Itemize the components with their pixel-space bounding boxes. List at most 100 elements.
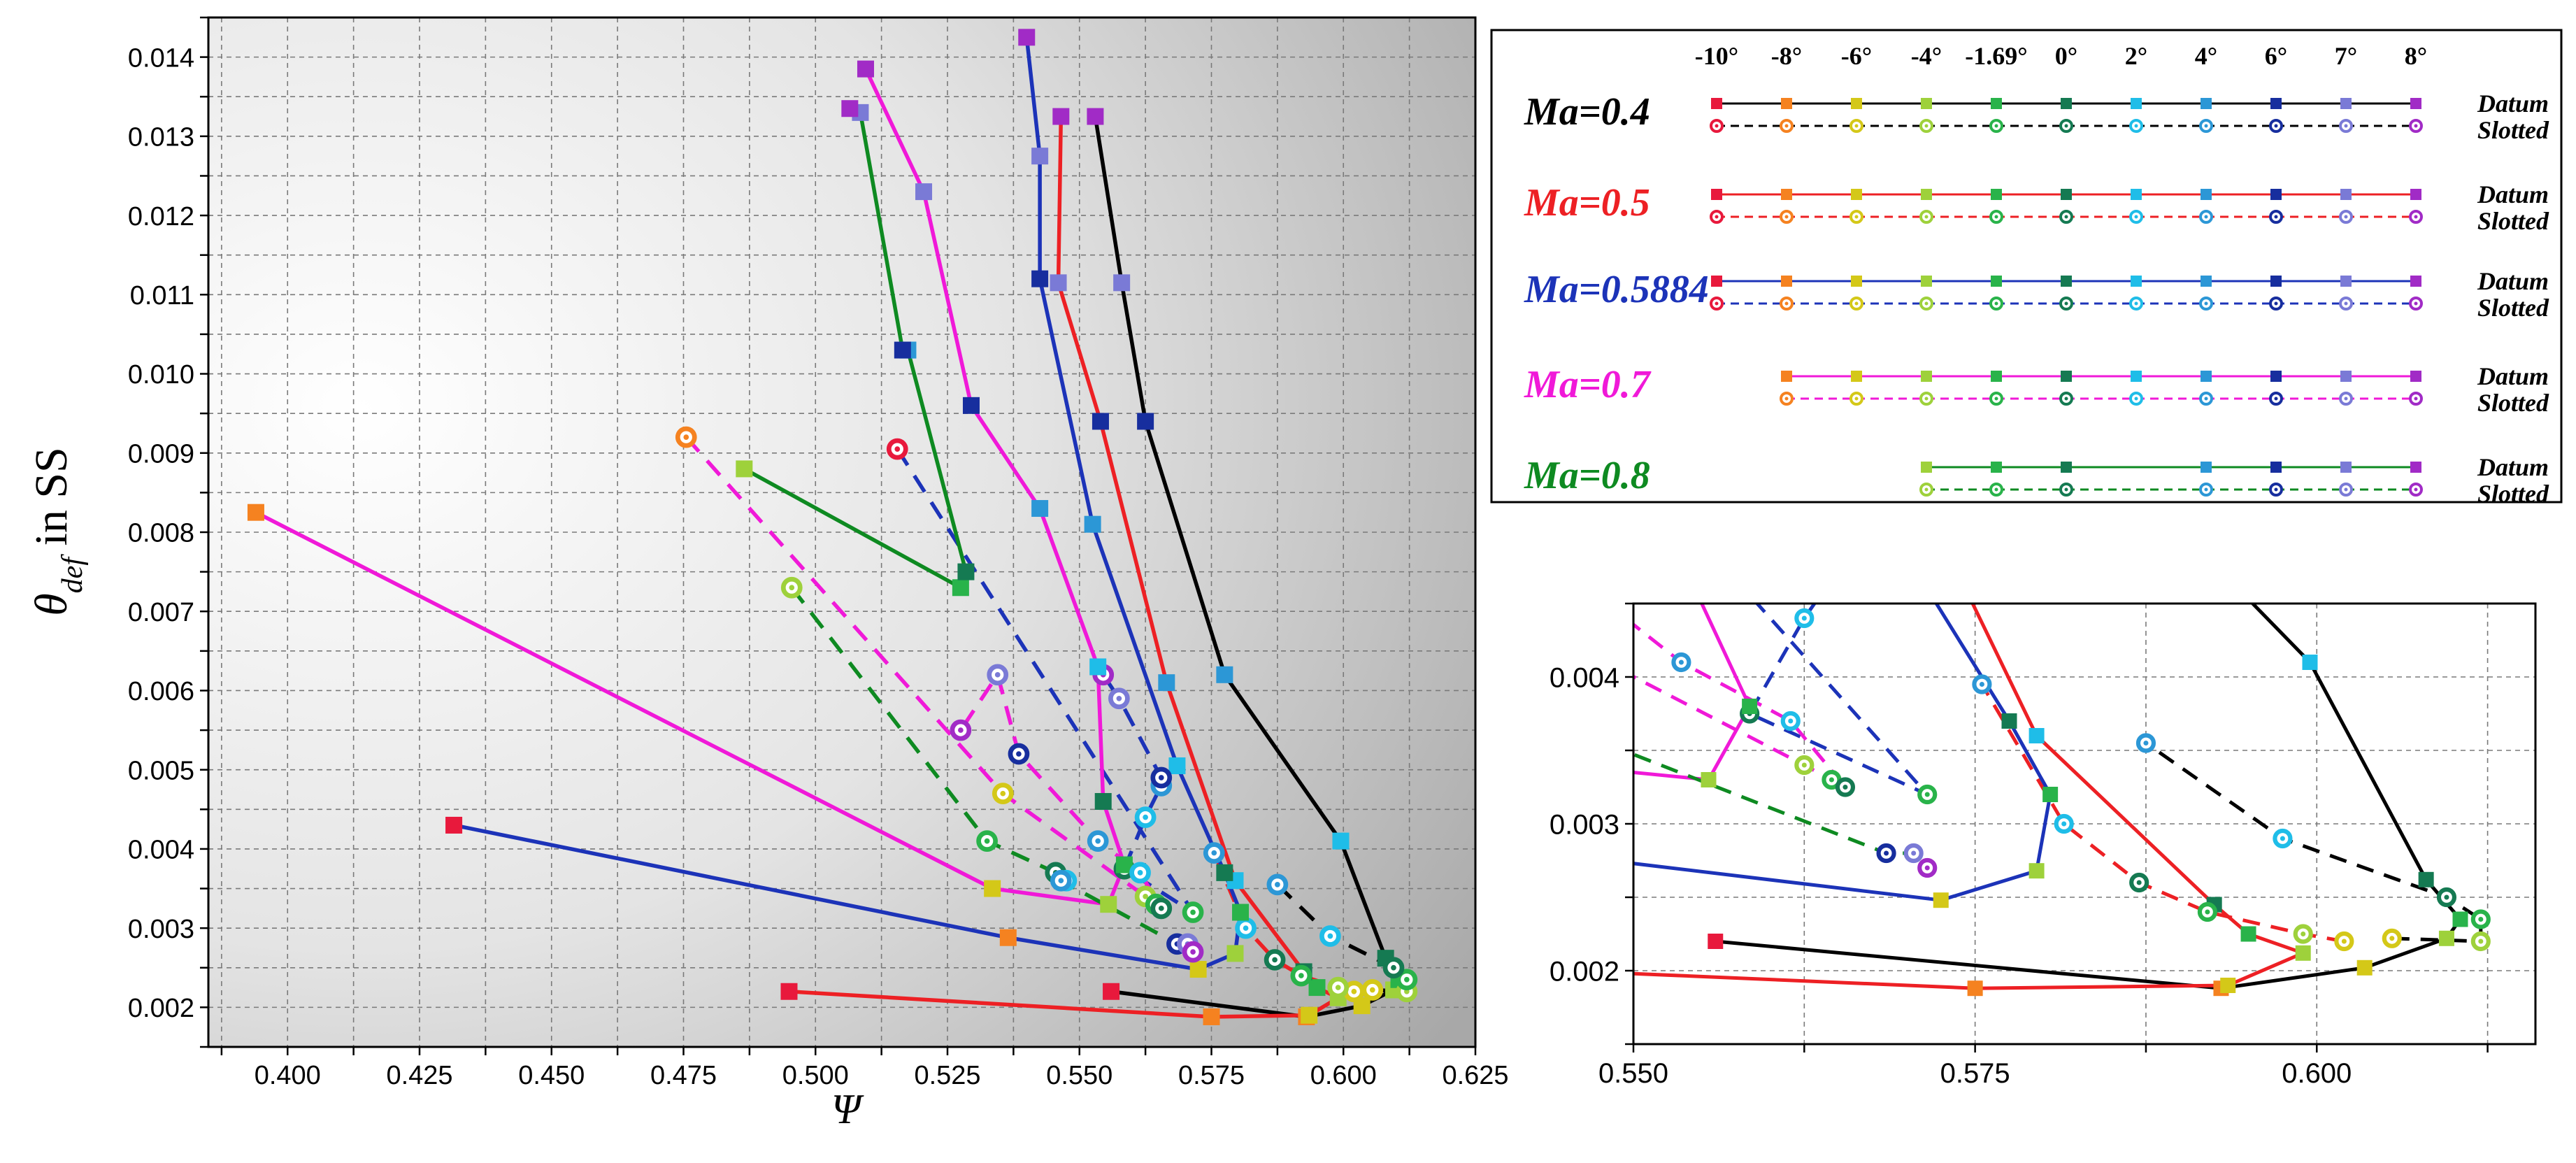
y-tick-label: 0.009 <box>128 439 194 469</box>
slotted-point-core <box>984 838 990 844</box>
slotted-point-core <box>1801 762 1807 768</box>
legend-slotted-marker-core <box>2344 215 2348 219</box>
x-tick-label: 0.600 <box>1310 1061 1377 1090</box>
series-line-ma-0-4-slotted <box>2145 741 2483 943</box>
legend-datum-marker <box>2270 189 2282 200</box>
legend-datum-marker <box>2270 98 2282 109</box>
legend-datum-marker <box>1851 98 1862 109</box>
legend-datum-marker <box>2131 371 2142 382</box>
legend-datum-marker <box>1921 462 1932 473</box>
slotted-point-core <box>2478 916 2484 922</box>
series-line-ma-0-5884-slotted <box>1747 604 1929 797</box>
legend-slotted-marker-core <box>2134 124 2138 128</box>
legend-slotted-marker-core <box>2344 301 2348 306</box>
datum-point <box>780 983 798 1000</box>
legend-slotted-marker-core <box>2064 215 2068 219</box>
y-tick-label: 0.007 <box>128 598 194 627</box>
slotted-point-core <box>1884 850 1889 856</box>
legend-slotted-marker-core <box>1924 301 1929 306</box>
datum-point <box>1031 270 1049 287</box>
legend-slotted-marker-core <box>1784 215 1789 219</box>
slotted-point-core <box>1143 814 1148 820</box>
datum-point <box>445 816 463 834</box>
datum-point <box>1094 792 1112 810</box>
datum-point <box>894 341 911 359</box>
legend-datum-marker <box>2061 98 2072 109</box>
svg-text:θdef in SS: θdef in SS <box>26 447 89 615</box>
datum-point <box>1332 832 1350 850</box>
legend-slotted-marker-core <box>2274 215 2278 219</box>
slotted-point-core <box>1158 906 1164 911</box>
legend-datum-label: Datum <box>2477 180 2549 208</box>
legend-slotted-marker-core <box>1994 301 1998 306</box>
legend-datum-marker <box>2410 276 2421 287</box>
datum-point <box>1701 772 1717 787</box>
legend-slotted-label: Slotted <box>2477 207 2549 235</box>
legend-datum-marker <box>2061 462 2072 473</box>
x-tick-label: 0.575 <box>1940 1058 2010 1089</box>
slotted-point-core <box>1137 870 1143 876</box>
legend: -10° -8° -6° -4° -1.69° 0° 2° 4° 6° 7° 8° Ma=0.4 Da… <box>1490 29 2563 508</box>
legend-datum-label: Datum <box>2477 267 2549 295</box>
legend-slotted-marker-core <box>1924 487 1929 492</box>
slotted-point-core <box>1597 733 1602 738</box>
legend-frame <box>1490 29 2563 504</box>
slotted-point-core <box>894 446 901 452</box>
y-tick-label: 0.013 <box>128 123 194 152</box>
legend-slotted-marker-core <box>2414 301 2418 306</box>
legend-datum-marker <box>1921 371 1932 382</box>
legend-datum-marker <box>2201 98 2212 109</box>
y-tick-label: 0.005 <box>128 756 194 785</box>
legend-slotted-marker-core <box>2344 397 2348 401</box>
legend-datum-label: Datum <box>2477 90 2549 117</box>
y-tick-label: 0.002 <box>128 994 194 1023</box>
y-tick-label: 0.003 <box>128 915 194 944</box>
slotted-point-core <box>2061 821 2067 827</box>
slotted-point-core <box>1801 615 1807 621</box>
slotted-point-core <box>1842 542 1847 547</box>
y-axis-label-main: θ <box>26 593 77 615</box>
legend-datum-marker <box>2201 462 2212 473</box>
legend-slotted-marker-core <box>1924 124 1929 128</box>
legend-slotted-marker-core <box>2064 124 2068 128</box>
legend-slotted-marker-core <box>2204 301 2208 306</box>
legend-slotted-marker-core <box>1994 487 1998 492</box>
legend-datum-marker <box>2410 189 2421 200</box>
legend-datum-marker <box>2410 98 2421 109</box>
legend-slotted-label: Slotted <box>2477 389 2549 417</box>
slotted-point-core <box>1158 775 1164 780</box>
datum-point <box>2001 713 2017 729</box>
legend-slotted-marker-core <box>2344 487 2348 492</box>
slotted-point-core <box>1391 964 1396 971</box>
x-tick-label: 0.525 <box>914 1061 980 1090</box>
legend-datum-marker <box>2410 462 2421 473</box>
legend-angle-label: 7° <box>2335 42 2357 70</box>
datum-point <box>857 60 874 78</box>
datum-point <box>1089 658 1107 676</box>
legend-slotted-marker-core <box>1715 124 1719 128</box>
slotted-point-core <box>2205 909 2210 915</box>
datum-point <box>1103 983 1120 1000</box>
slotted-point-core <box>2389 936 2395 941</box>
datum-point <box>2220 978 2236 993</box>
slotted-point-core <box>1911 850 1917 856</box>
datum-point <box>1050 274 1067 292</box>
slotted-point <box>1591 728 1607 743</box>
legend-datum-marker <box>2061 276 2072 287</box>
main-y-axis: 0.002 0.003 0.004 0.005 0.006 0.007 0.008 0.009… <box>128 16 208 1048</box>
slotted-point-core <box>2143 740 2149 746</box>
legend-slotted-marker-core <box>2064 487 2068 492</box>
legend-slotted-marker-core <box>1994 124 1998 128</box>
datum-point <box>999 929 1017 946</box>
y-axis-label-suffix: in SS <box>26 447 77 557</box>
legend-datum-marker <box>1851 276 1862 287</box>
x-tick-label: 0.450 <box>518 1061 585 1090</box>
datum-point <box>2028 863 2045 879</box>
datum-point <box>984 880 1001 897</box>
legend-angle-label: 0° <box>2055 42 2077 70</box>
legend-slotted-marker-core <box>1924 397 1929 401</box>
slotted-point-core <box>1829 777 1834 783</box>
datum-point <box>1100 896 1117 913</box>
